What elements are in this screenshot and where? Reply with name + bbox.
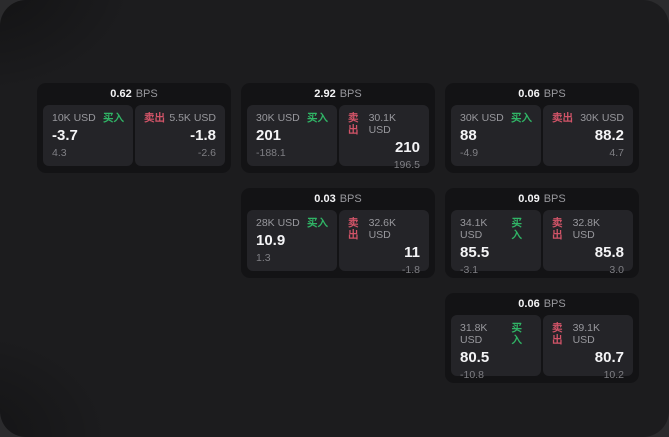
buy-price: 88 (460, 127, 477, 144)
sell-amount: 30.1K USD (368, 112, 397, 136)
sell-amount: 32.8K USD (572, 217, 601, 241)
buy-amount: 28K USD (256, 217, 300, 229)
buy-label: 买入 (511, 322, 522, 346)
sell-amount: 32.6K USD (368, 217, 397, 241)
buy-delta: -4.9 (460, 147, 479, 159)
buy-label: 买入 (307, 112, 328, 124)
buy-tile[interactable]: 30K USD 买入 201 -188.1 (247, 105, 337, 166)
bps-value: 0.06 (518, 298, 540, 310)
bps-unit-label: BPS (543, 88, 566, 100)
sell-price: 11 (404, 244, 420, 261)
buy-amount: 34.1K USD (460, 217, 488, 241)
sell-tile[interactable]: 卖出 30K USD 88.2 4.7 (543, 105, 633, 166)
sell-amount: 5.5K USD (169, 112, 216, 124)
quote-card: 0.09 BPS 34.1K USD 买入 85.5 -3.1 卖出 32.8K… (445, 188, 639, 278)
sell-tile[interactable]: 卖出 5.5K USD -1.8 -2.6 (135, 105, 225, 166)
bps-unit-label: BPS (339, 88, 362, 100)
quote-card: 0.06 BPS 30K USD 买入 88 -4.9 卖出 30K USD 8… (445, 83, 639, 173)
sell-label: 卖出 (552, 322, 563, 346)
buy-tile[interactable]: 28K USD 买入 10.9 1.3 (247, 210, 337, 271)
buy-delta: -10.8 (460, 369, 484, 381)
sell-delta: 4.7 (609, 147, 624, 159)
bps-header: 2.92 BPS (241, 83, 435, 105)
sell-tile[interactable]: 卖出 39.1K USD 80.7 10.2 (543, 315, 633, 381)
bps-unit-label: BPS (543, 298, 566, 310)
sell-tile[interactable]: 卖出 32.8K USD 85.8 3.0 (543, 210, 633, 276)
bps-unit-label: BPS (339, 193, 362, 205)
sell-delta: -1.8 (401, 264, 420, 276)
bps-value: 0.09 (518, 193, 540, 205)
buy-price: -3.7 (52, 127, 78, 144)
buy-label: 买入 (103, 112, 124, 124)
buy-amount: 31.8K USD (460, 322, 488, 346)
buy-delta: -3.1 (460, 264, 479, 276)
sell-tile[interactable]: 卖出 30.1K USD 210 196.5 (339, 105, 429, 171)
buy-label: 买入 (307, 217, 328, 229)
sell-price: 88.2 (594, 127, 624, 144)
buy-tile[interactable]: 31.8K USD 买入 80.5 -10.8 (451, 315, 541, 381)
quote-card: 0.06 BPS 31.8K USD 买入 80.5 -10.8 卖出 39.1… (445, 293, 639, 383)
sell-amount: 39.1K USD (572, 322, 601, 346)
buy-amount: 30K USD (256, 112, 300, 124)
buy-amount: 10K USD (52, 112, 96, 124)
bps-value: 0.03 (314, 193, 336, 205)
bps-unit-label: BPS (543, 193, 566, 205)
quote-card: 0.62 BPS 10K USD 买入 -3.7 4.3 卖出 5.5K USD… (37, 83, 231, 173)
buy-price: 80.5 (460, 349, 490, 366)
bps-header: 0.03 BPS (241, 188, 435, 210)
buy-price: 10.9 (256, 232, 286, 249)
sell-delta: 196.5 (393, 159, 420, 171)
bps-header: 0.09 BPS (445, 188, 639, 210)
buy-tile[interactable]: 10K USD 买入 -3.7 4.3 (43, 105, 133, 166)
bps-header: 0.62 BPS (37, 83, 231, 105)
bps-value: 0.06 (518, 88, 540, 100)
sell-label: 卖出 (552, 112, 573, 124)
sell-delta: 10.2 (603, 369, 624, 381)
buy-tile[interactable]: 30K USD 买入 88 -4.9 (451, 105, 541, 166)
bps-header: 0.06 BPS (445, 293, 639, 315)
sell-label: 卖出 (348, 112, 359, 136)
buy-label: 买入 (511, 217, 522, 241)
bps-header: 0.06 BPS (445, 83, 639, 105)
bps-value: 0.62 (110, 88, 132, 100)
buy-label: 买入 (511, 112, 532, 124)
sell-price: 85.8 (594, 244, 624, 261)
buy-delta: 1.3 (256, 252, 271, 264)
sell-label: 卖出 (144, 112, 165, 124)
quote-card: 2.92 BPS 30K USD 买入 201 -188.1 卖出 30.1K … (241, 83, 435, 173)
buy-price: 201 (256, 127, 282, 144)
quote-card: 0.03 BPS 28K USD 买入 10.9 1.3 卖出 32.6K US… (241, 188, 435, 278)
buy-amount: 30K USD (460, 112, 504, 124)
buy-delta: -188.1 (256, 147, 286, 159)
buy-delta: 4.3 (52, 147, 67, 159)
sell-label: 卖出 (552, 217, 563, 241)
bps-unit-label: BPS (135, 88, 158, 100)
sell-label: 卖出 (348, 217, 359, 241)
buy-tile[interactable]: 34.1K USD 买入 85.5 -3.1 (451, 210, 541, 276)
buy-price: 85.5 (460, 244, 490, 261)
sell-price: 210 (394, 139, 420, 156)
sell-tile[interactable]: 卖出 32.6K USD 11 -1.8 (339, 210, 429, 276)
bps-value: 2.92 (314, 88, 336, 100)
sell-amount: 30K USD (580, 112, 624, 124)
sell-price: 80.7 (594, 349, 624, 366)
sell-price: -1.8 (190, 127, 216, 144)
sell-delta: 3.0 (609, 264, 624, 276)
sell-delta: -2.6 (197, 147, 216, 159)
